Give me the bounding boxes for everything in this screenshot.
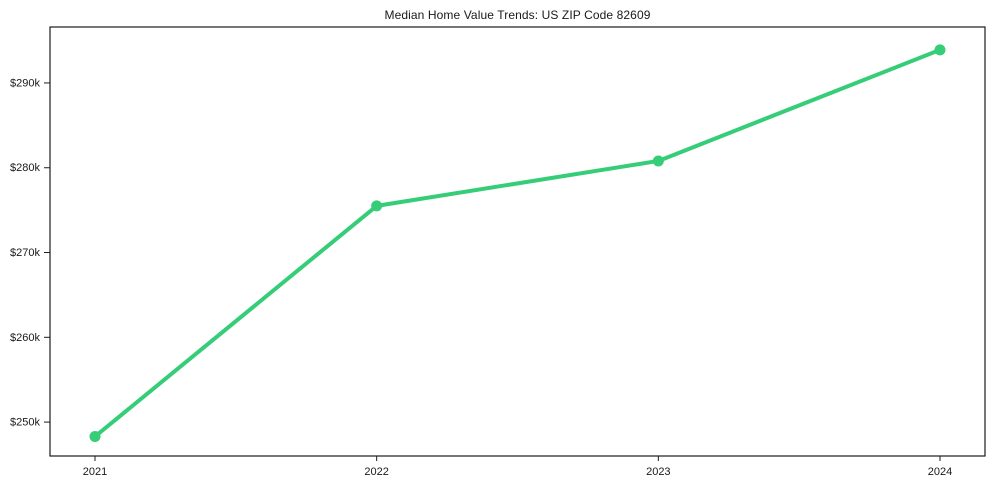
data-point [934,44,946,56]
data-point [652,155,664,167]
y-tick-label: $250k [10,417,40,429]
x-tick-label: 2023 [646,466,670,478]
x-tick-label: 2022 [364,466,388,478]
plot-frame [49,26,986,457]
data-point [371,200,383,212]
y-tick-label: $270k [10,247,40,259]
x-tick-label: 2024 [928,466,952,478]
y-tick-label: $280k [10,162,40,174]
data-point [89,431,101,442]
y-tick-label: $290k [10,77,40,89]
trend-line [93,47,942,439]
x-tick-label: 2021 [83,466,107,478]
y-tick-label: $260k [10,332,40,344]
chart-title: Median Home Value Trends: US ZIP Code 82… [384,8,651,22]
